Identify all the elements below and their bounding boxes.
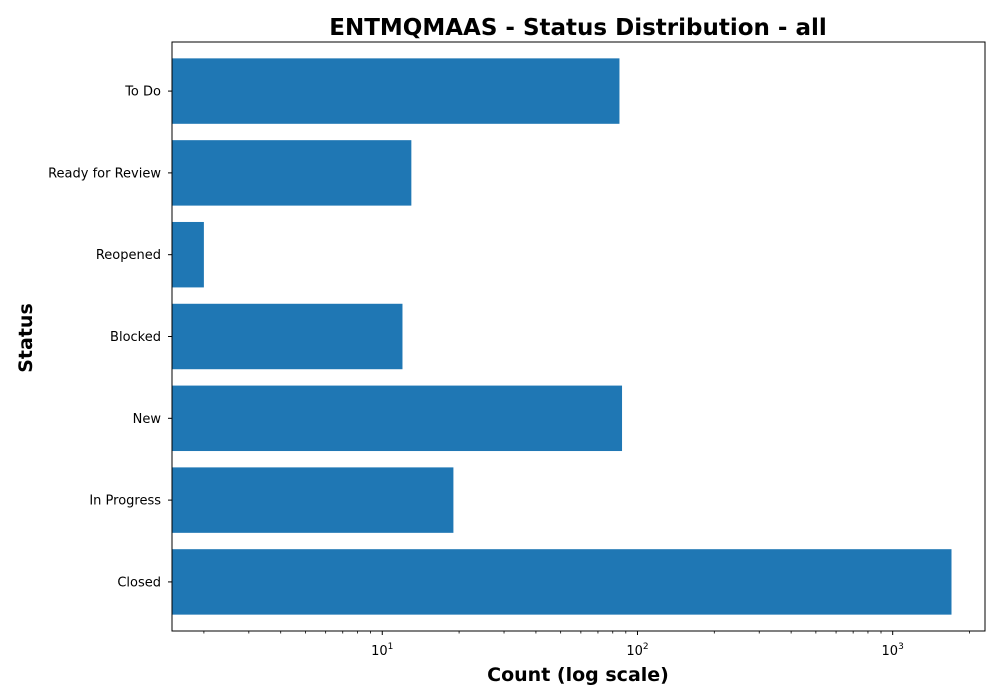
y-tick-label: Ready for Review — [48, 166, 161, 181]
y-tick-label: In Progress — [89, 494, 161, 509]
bar-group — [172, 58, 952, 615]
x-axis-label: Count (log scale) — [487, 664, 669, 686]
bar — [172, 140, 412, 206]
x-tick-label: 103 — [882, 642, 904, 659]
x-tick-label: 101 — [371, 642, 393, 659]
y-tick-label: Reopened — [96, 248, 161, 263]
bar — [172, 303, 403, 370]
y-tick-label: Closed — [117, 575, 161, 590]
y-tick-label: To Do — [124, 85, 161, 100]
y-axis-label: Status — [15, 303, 37, 373]
x-ticks: 101 102 103 — [203, 631, 970, 659]
x-tick-label: 102 — [626, 642, 648, 659]
chart-title: ENTMQMAAS - Status Distribution - all — [329, 15, 826, 41]
plot-frame — [171, 41, 986, 632]
bar — [172, 549, 952, 615]
bar — [172, 467, 454, 533]
y-ticks: To Do Ready for Review Reopened Blocked New I… — [48, 85, 172, 590]
bar — [172, 221, 204, 288]
bar — [172, 58, 620, 124]
y-tick-label: New — [133, 412, 162, 427]
y-tick-label: Blocked — [110, 330, 161, 345]
bar — [172, 385, 623, 452]
